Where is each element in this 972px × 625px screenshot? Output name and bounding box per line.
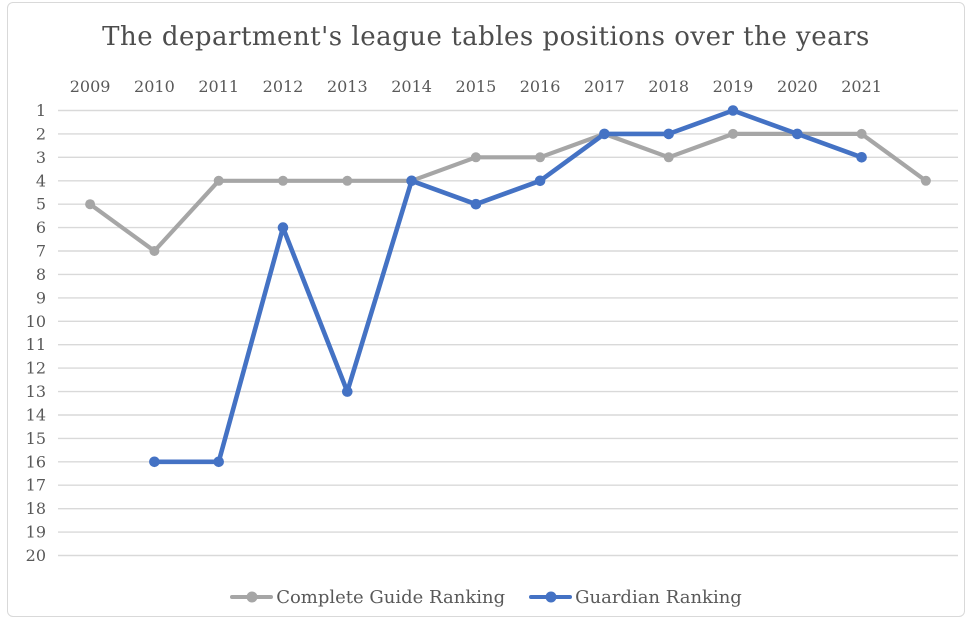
data-point-marker	[727, 105, 739, 116]
x-tick-label: 2012	[263, 77, 304, 96]
data-point-marker	[663, 128, 674, 140]
legend-label-complete-guide-ranking: Complete Guide Ranking	[276, 586, 506, 608]
y-tick-label: 17	[26, 476, 46, 495]
y-tick-label: 4	[36, 171, 46, 190]
gridlines	[58, 109, 958, 557]
legend-dot-icon	[246, 591, 258, 603]
data-point-marker	[534, 175, 546, 187]
data-point-marker	[342, 386, 353, 397]
series-guardian-ranking	[149, 105, 867, 468]
legend-line-marker-icon	[230, 591, 274, 603]
y-tick-label: 16	[26, 452, 46, 471]
data-point-marker	[406, 175, 417, 187]
x-axis-labels: 2009 2010 2011 2012 2013 2014 2015 2016 2017 2018…	[70, 77, 882, 96]
data-point-marker	[728, 128, 738, 139]
x-tick-label: 2016	[520, 77, 561, 96]
data-point-marker	[213, 175, 224, 186]
legend-item-complete-guide-ranking: Complete Guide Ranking	[230, 587, 505, 608]
data-point-marker	[470, 152, 481, 163]
x-tick-label: 2020	[777, 77, 818, 96]
data-point-marker	[663, 152, 674, 163]
y-tick-label: 3	[36, 148, 46, 167]
y-tick-label: 2	[36, 124, 46, 143]
x-tick-label: 2015	[456, 77, 497, 96]
data-point-marker	[856, 128, 867, 139]
data-point-marker	[342, 175, 353, 186]
chart-title: The department's league tables positions…	[102, 22, 870, 52]
x-tick-label: 2011	[198, 77, 239, 96]
x-tick-label: 2018	[648, 77, 689, 96]
x-tick-label: 2009	[70, 77, 111, 96]
legend: Complete Guide Ranking Guardian Ranking	[8, 584, 964, 610]
x-tick-label: 2017	[584, 77, 625, 96]
data-point-marker	[277, 222, 289, 233]
y-tick-label: 11	[26, 335, 46, 354]
y-tick-label: 5	[36, 195, 46, 214]
x-tick-label: 2013	[327, 77, 368, 96]
y-tick-label: 10	[26, 312, 46, 331]
y-tick-label: 1	[36, 101, 46, 120]
y-tick-label: 20	[26, 546, 46, 565]
legend-item-guardian-ranking: Guardian Ranking	[529, 587, 742, 608]
data-point-marker	[470, 198, 482, 210]
legend-label-guardian-ranking: Guardian Ranking	[575, 586, 742, 608]
legend-dot-icon	[545, 591, 557, 603]
data-point-marker	[535, 152, 546, 163]
y-tick-label: 7	[36, 242, 46, 261]
y-tick-label: 19	[26, 523, 46, 542]
data-point-marker	[856, 152, 867, 163]
x-tick-label: 2021	[841, 77, 882, 96]
y-tick-label: 6	[36, 218, 46, 237]
x-tick-label: 2014	[391, 77, 432, 96]
data-point-marker	[792, 128, 803, 140]
y-tick-label: 12	[26, 359, 46, 378]
y-tick-label: 9	[36, 288, 46, 307]
x-tick-label: 2019	[713, 77, 754, 96]
data-point-marker	[149, 246, 160, 256]
data-point-marker	[149, 456, 160, 468]
legend-line-marker-icon	[529, 591, 573, 603]
y-tick-label: 15	[26, 429, 46, 448]
y-tick-label: 13	[26, 382, 46, 401]
y-tick-label: 14	[26, 406, 46, 425]
data-point-marker	[213, 456, 224, 468]
y-tick-label: 18	[26, 499, 46, 518]
chart-frame: The department's league tables positions…	[7, 2, 965, 617]
data-point-marker	[599, 128, 610, 140]
data-point-marker	[920, 175, 931, 186]
y-tick-label: 8	[36, 265, 46, 284]
data-point-marker	[278, 175, 288, 186]
x-tick-label: 2010	[134, 77, 175, 96]
data-point-marker	[85, 199, 96, 210]
